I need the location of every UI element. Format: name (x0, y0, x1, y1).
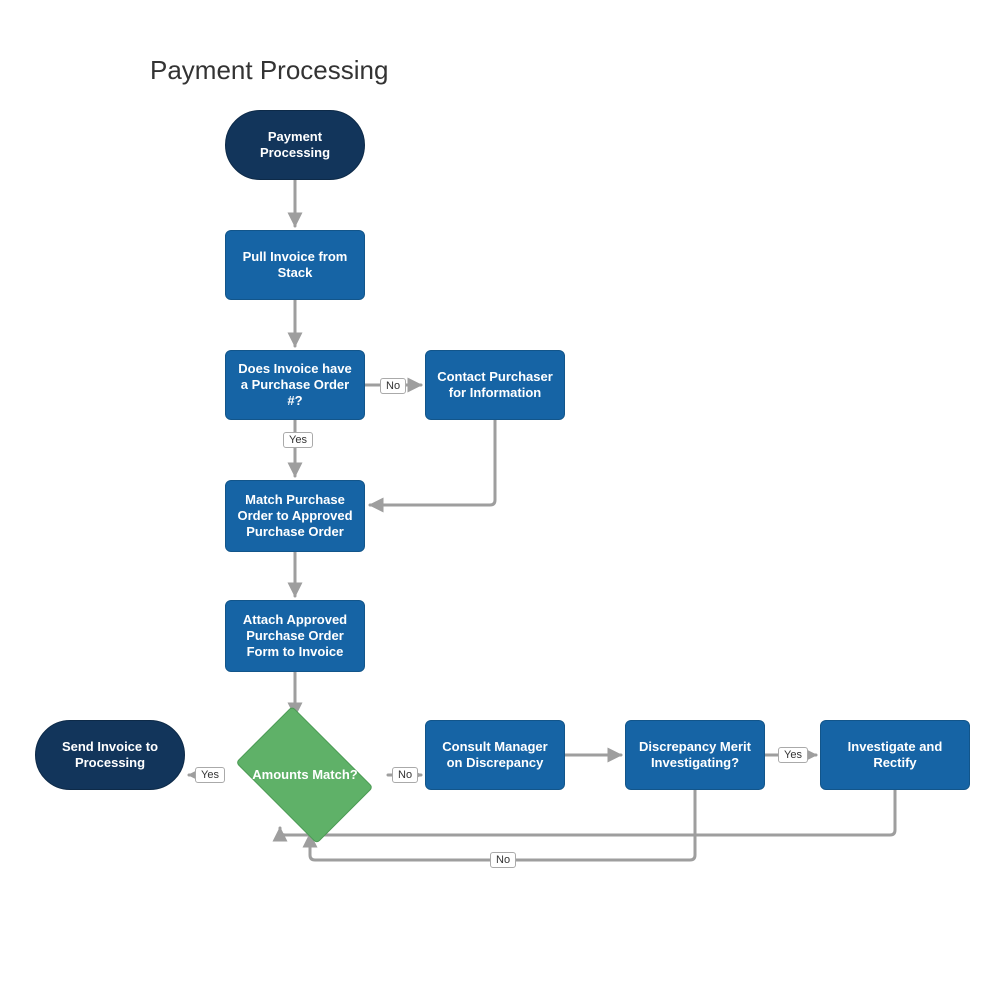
node-label: Amounts Match? (252, 767, 357, 783)
flow-edge (370, 420, 495, 505)
node-label: Discrepancy Merit Investigating? (634, 739, 756, 772)
chart-title: Payment Processing (150, 55, 388, 86)
edge-label: No (380, 378, 406, 394)
flowchart-canvas: Payment Processing Payment Processing Pu… (0, 0, 1000, 1000)
node-label: Match Purchase Order to Approved Purchas… (234, 492, 356, 541)
node-label: Consult Manager on Discrepancy (434, 739, 556, 772)
node-label: Investigate and Rectify (829, 739, 961, 772)
node-discrepancy-merit: Discrepancy Merit Investigating? (625, 720, 765, 790)
node-start-payment-processing: Payment Processing (225, 110, 365, 180)
node-has-purchase-order: Does Invoice have a Purchase Order #? (225, 350, 365, 420)
node-consult-manager: Consult Manager on Discrepancy (425, 720, 565, 790)
node-send-invoice: Send Invoice to Processing (35, 720, 185, 790)
node-label: Attach Approved Purchase Order Form to I… (234, 612, 356, 661)
node-investigate-rectify: Investigate and Rectify (820, 720, 970, 790)
edges-layer (0, 0, 1000, 1000)
node-contact-purchaser: Contact Purchaser for Information (425, 350, 565, 420)
edge-label: No (490, 852, 516, 868)
node-amounts-match-decision: Amounts Match? (225, 720, 385, 830)
edge-label: Yes (778, 747, 808, 763)
edge-label: Yes (283, 432, 313, 448)
node-pull-invoice: Pull Invoice from Stack (225, 230, 365, 300)
edge-label: Yes (195, 767, 225, 783)
node-match-purchase-order: Match Purchase Order to Approved Purchas… (225, 480, 365, 552)
node-label: Does Invoice have a Purchase Order #? (234, 361, 356, 410)
node-label: Contact Purchaser for Information (434, 369, 556, 402)
node-label: Payment Processing (234, 129, 356, 162)
node-label: Pull Invoice from Stack (234, 249, 356, 282)
edge-label: No (392, 767, 418, 783)
node-label: Send Invoice to Processing (44, 739, 176, 772)
node-attach-po-form: Attach Approved Purchase Order Form to I… (225, 600, 365, 672)
